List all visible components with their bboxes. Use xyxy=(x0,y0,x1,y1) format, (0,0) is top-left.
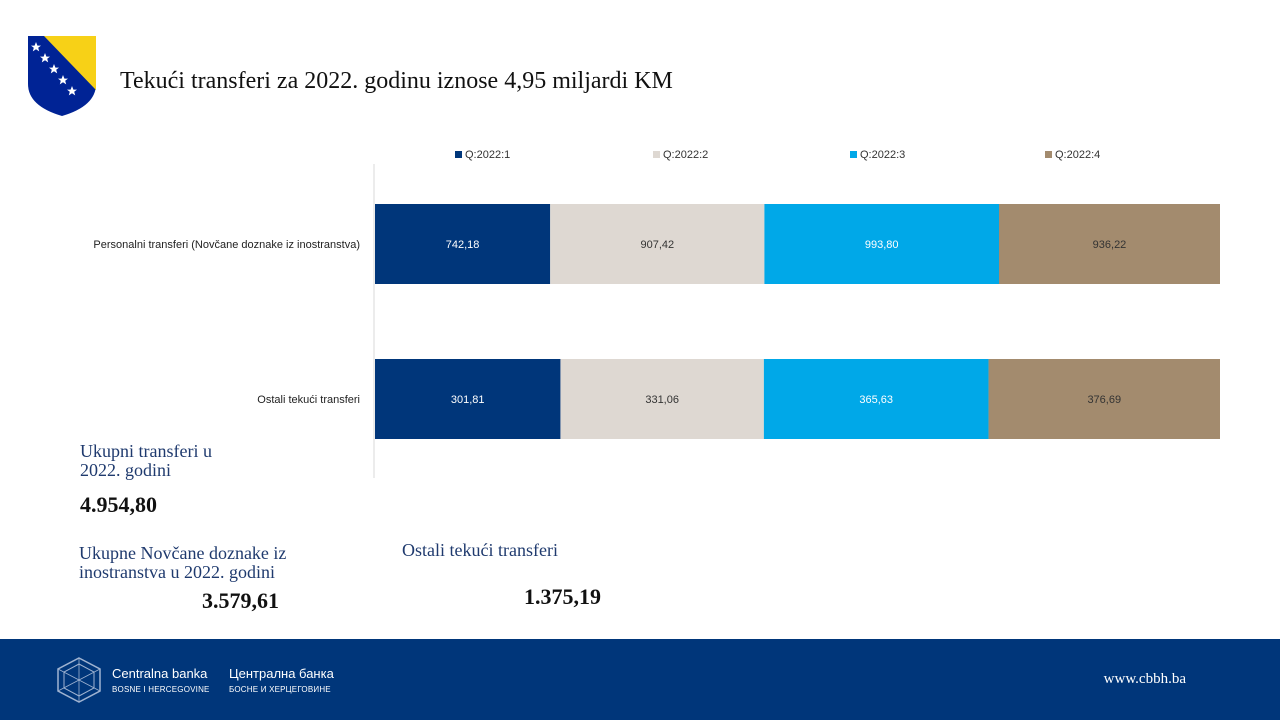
legend-label-q4: Q:2022:4 xyxy=(1055,149,1100,161)
cbbh-logo-icon xyxy=(57,657,101,703)
bar-segment-1-q3 xyxy=(764,204,999,284)
data-label-1-q3: 993,80 xyxy=(865,239,899,251)
legend-swatch-q3 xyxy=(850,151,857,158)
data-label-2-q2: 331,06 xyxy=(645,394,679,406)
data-label-1-q4: 936,22 xyxy=(1093,239,1127,251)
bar-segment-2-q4 xyxy=(988,359,1220,439)
data-label-2-q1: 301,81 xyxy=(451,394,485,406)
remittances-value: 3.579,61 xyxy=(202,588,279,613)
bar-segment-1-q1 xyxy=(375,204,551,284)
chart-bars: 742,18 907,42 993,80 936,22 301,81 331,06 365,… xyxy=(375,204,1220,439)
category-labels: Personalni transferi (Novčane doznake iz… xyxy=(93,239,360,406)
remittances-label: Ukupne Novčane doznake iz inostranstva u… xyxy=(79,543,287,582)
category-label-1: Personalni transferi (Novčane doznake iz… xyxy=(93,239,360,251)
chart-legend: Q:2022:1 Q:2022:2 Q:2022:3 Q:2022:4 xyxy=(455,149,1100,161)
total-transfers-value: 4.954,80 xyxy=(80,492,157,517)
legend-swatch-q4 xyxy=(1045,151,1052,158)
data-label-1-q2: 907,42 xyxy=(640,239,674,251)
legend-swatch-q2 xyxy=(653,151,660,158)
bar-segment-2-q2 xyxy=(560,359,764,439)
data-label-1-q1: 742,18 xyxy=(446,239,480,251)
total-transfers-label: Ukupni transferi u 2022. godini xyxy=(80,441,212,480)
page-title: Tekući transferi za 2022. godinu iznose … xyxy=(120,68,673,94)
bank-name-cyrillic: Централна банка xyxy=(229,666,334,681)
legend-label-q3: Q:2022:3 xyxy=(860,149,905,161)
footer-bar: Centralna banka BOSNE I HERCEGOVINE Цент… xyxy=(0,639,1280,720)
bar-segment-2-q1 xyxy=(375,359,561,439)
website-link[interactable]: www.cbbh.ba xyxy=(1103,671,1186,687)
data-label-2-q4: 376,69 xyxy=(1087,394,1121,406)
stacked-bar-chart: Q:2022:1 Q:2022:2 Q:2022:3 Q:2022:4 Persona… xyxy=(93,149,1220,478)
bar-segment-1-q4 xyxy=(998,204,1220,284)
bank-subtitle-cyrillic: БОСНЕ И ХЕРЦЕГОВИНЕ xyxy=(229,685,331,694)
bank-subtitle-latin: BOSNE I HERCEGOVINE xyxy=(112,685,210,694)
bank-name-latin: Centralna banka xyxy=(112,666,208,681)
bar-segment-1-q2 xyxy=(550,204,765,284)
coat-of-arms-icon xyxy=(28,36,96,116)
data-label-2-q3: 365,63 xyxy=(859,394,893,406)
category-label-2: Ostali tekući transferi xyxy=(257,394,360,406)
other-transfers-label: Ostali tekući transferi xyxy=(402,540,558,560)
legend-label-q2: Q:2022:2 xyxy=(663,149,708,161)
legend-label-q1: Q:2022:1 xyxy=(465,149,510,161)
legend-swatch-q1 xyxy=(455,151,462,158)
bar-segment-2-q3 xyxy=(763,359,989,439)
other-transfers-value: 1.375,19 xyxy=(524,584,601,609)
